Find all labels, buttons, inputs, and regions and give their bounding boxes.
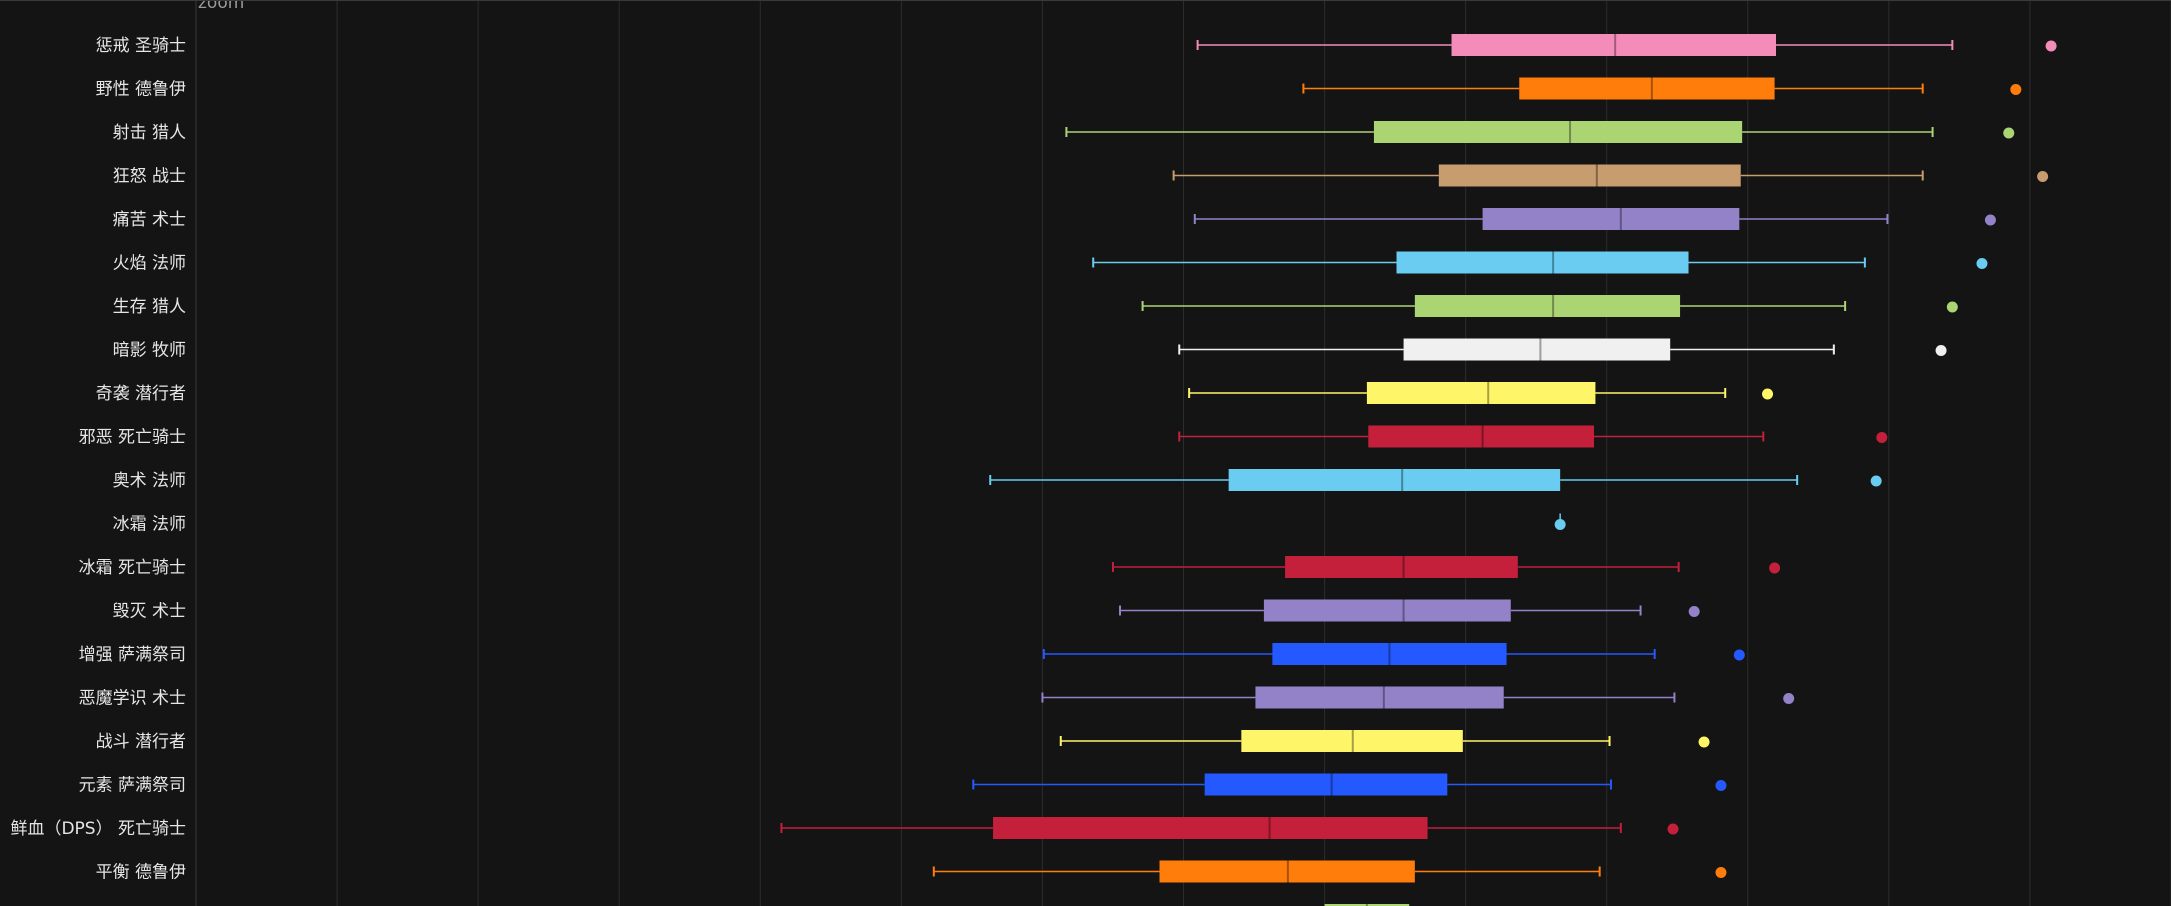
outlier-point[interactable] (1667, 823, 1679, 835)
category-label: 战斗 潜行者 (96, 732, 186, 752)
box-19[interactable] (932, 860, 1727, 883)
category-label: 元素 萨满祭司 (79, 776, 186, 796)
box-iqr (1241, 730, 1463, 752)
box-20[interactable] (1324, 904, 1410, 906)
box-1[interactable] (1302, 77, 2022, 100)
outlier-point[interactable] (1870, 475, 1882, 487)
category-label: 奇袭 潜行者 (96, 384, 186, 404)
box-4[interactable] (1193, 208, 1996, 230)
category-label: 射击 猎人 (113, 123, 186, 143)
outlier-point[interactable] (1976, 258, 1988, 269)
box-iqr (1438, 164, 1741, 187)
box-6[interactable] (1141, 295, 1958, 317)
outlier-point[interactable] (1935, 345, 1947, 356)
box-iqr (1368, 425, 1595, 448)
box-2[interactable] (1065, 121, 2015, 143)
box-13[interactable] (1119, 599, 1700, 622)
outlier-point[interactable] (1715, 780, 1727, 791)
box-iqr (1451, 34, 1776, 56)
category-label: 冰霜 死亡骑士 (79, 558, 186, 578)
box-10[interactable] (989, 469, 1882, 491)
box-iqr (1228, 469, 1561, 491)
outlier-point[interactable] (1984, 214, 1996, 226)
box-17[interactable] (972, 773, 1727, 796)
category-label: 痛苦 术士 (113, 210, 186, 230)
outlier-point[interactable] (1876, 432, 1888, 443)
box-iqr (1159, 860, 1415, 883)
box-3[interactable] (1172, 164, 2049, 187)
outlier-point[interactable] (2003, 127, 2015, 139)
outlier-point[interactable] (2037, 171, 2049, 182)
outlier-point[interactable] (1762, 388, 1774, 400)
outlier-point[interactable] (2010, 84, 2022, 95)
box-iqr (1324, 904, 1410, 906)
box-0[interactable] (1196, 34, 2057, 56)
box-15[interactable] (1041, 686, 1795, 709)
outlier-point[interactable] (1698, 736, 1710, 748)
box-8[interactable] (1188, 382, 1774, 404)
zoom-label: zoom (198, 0, 244, 13)
category-label: 生存 猎人 (113, 297, 186, 317)
box-5[interactable] (1092, 251, 1988, 274)
category-label: 火焰 法师 (113, 254, 186, 274)
box-12[interactable] (1111, 556, 1781, 578)
box-16[interactable] (1059, 730, 1710, 752)
outlier-point[interactable] (1715, 867, 1727, 878)
outlier-point[interactable] (1769, 562, 1781, 574)
outlier-point[interactable] (1554, 519, 1566, 530)
box-iqr (1482, 208, 1740, 230)
category-label: 奥术 法师 (113, 471, 186, 491)
category-label: 增强 萨满祭司 (79, 645, 186, 665)
box-14[interactable] (1042, 643, 1745, 665)
category-label: 平衡 德鲁伊 (96, 863, 186, 883)
outlier-point[interactable] (2045, 40, 2057, 52)
box-iqr (1366, 382, 1596, 404)
category-label: 冰霜 法师 (113, 515, 186, 535)
outlier-point[interactable] (1946, 301, 1958, 313)
box-iqr (1272, 643, 1507, 665)
box-iqr (1255, 686, 1504, 709)
box-series (780, 34, 2057, 906)
category-label: 野性 德鲁伊 (96, 80, 186, 100)
box-iqr (1204, 773, 1448, 796)
box-11[interactable] (1554, 513, 1566, 531)
box-7[interactable] (1178, 338, 1947, 361)
outlier-point[interactable] (1688, 606, 1700, 617)
category-label: 毁灭 术士 (113, 602, 186, 622)
category-label: 暗影 牧师 (113, 341, 186, 361)
box-iqr (993, 817, 1428, 839)
box-iqr (1263, 599, 1511, 622)
outlier-point[interactable] (1733, 649, 1745, 661)
box-iqr (1285, 556, 1518, 578)
box-iqr (1519, 77, 1775, 100)
category-label: 惩戒 圣骑士 (96, 36, 186, 56)
box-iqr (1403, 338, 1671, 361)
box-18[interactable] (780, 817, 1679, 839)
category-label: 狂怒 战士 (113, 167, 186, 187)
category-label: 恶魔学识 术士 (79, 689, 186, 709)
box-iqr (1373, 121, 1743, 143)
box-iqr (1414, 295, 1681, 317)
category-label: 鲜血（DPS） 死亡骑士 (10, 819, 186, 839)
box-9[interactable] (1178, 425, 1888, 448)
box-iqr (1396, 251, 1689, 274)
category-label: 邪恶 死亡骑士 (79, 428, 186, 448)
outlier-point[interactable] (1783, 693, 1795, 704)
